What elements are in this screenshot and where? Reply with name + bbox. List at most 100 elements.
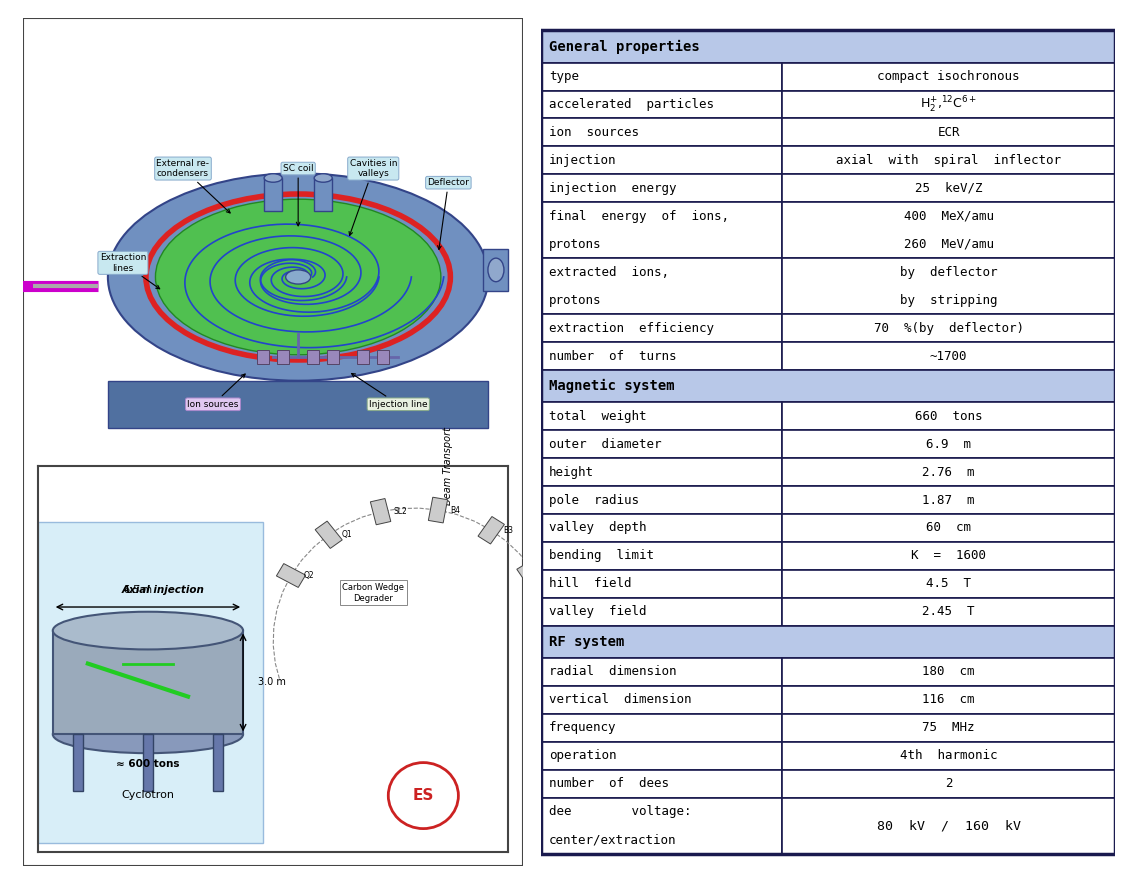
Text: 660  tons: 660 tons xyxy=(915,409,982,423)
Text: 1.87  m: 1.87 m xyxy=(922,493,975,507)
Bar xyxy=(541,658,782,686)
Bar xyxy=(370,499,390,525)
Text: 70  %(by  deflector): 70 %(by deflector) xyxy=(874,322,1023,335)
Text: ion  sources: ion sources xyxy=(550,126,640,139)
Text: 400  MeX/amu: 400 MeX/amu xyxy=(904,210,993,223)
Bar xyxy=(541,570,782,598)
Text: extraction  efficiency: extraction efficiency xyxy=(550,322,715,335)
Text: pole  radius: pole radius xyxy=(550,493,640,507)
Bar xyxy=(541,797,782,854)
Bar xyxy=(541,514,782,542)
Bar xyxy=(357,350,369,364)
Text: Magnetic system: Magnetic system xyxy=(550,379,675,393)
Text: B3: B3 xyxy=(504,526,513,535)
Ellipse shape xyxy=(52,715,244,753)
Text: B4: B4 xyxy=(451,506,461,514)
Ellipse shape xyxy=(156,199,440,354)
Bar xyxy=(541,458,782,486)
Bar xyxy=(541,431,782,458)
Bar xyxy=(38,522,263,842)
Bar xyxy=(264,178,282,211)
Text: 2: 2 xyxy=(945,777,953,790)
Bar xyxy=(782,63,1115,90)
Bar xyxy=(541,626,1115,658)
Text: accelerated  particles: accelerated particles xyxy=(550,98,715,111)
Bar xyxy=(517,557,546,581)
Bar xyxy=(782,458,1115,486)
Text: 4th  harmonic: 4th harmonic xyxy=(900,750,997,762)
Bar xyxy=(541,770,782,797)
Text: Cavities in
valleys: Cavities in valleys xyxy=(349,159,397,235)
Bar xyxy=(782,147,1115,174)
Bar xyxy=(478,516,504,544)
Text: protons: protons xyxy=(550,293,602,307)
Bar xyxy=(541,714,782,742)
Text: by  stripping: by stripping xyxy=(900,293,997,307)
Text: Beam Transport: Beam Transport xyxy=(444,427,453,505)
Text: 3.0 m: 3.0 m xyxy=(258,677,286,688)
Bar xyxy=(782,770,1115,797)
Text: 4.5  T: 4.5 T xyxy=(926,577,971,591)
Text: number  of  turns: number of turns xyxy=(550,349,677,362)
Text: radial  dimension: radial dimension xyxy=(550,666,677,678)
Text: Q1: Q1 xyxy=(341,530,352,539)
Text: height: height xyxy=(550,466,594,478)
Text: 6.9  m: 6.9 m xyxy=(926,438,971,451)
Bar xyxy=(484,248,509,291)
Bar xyxy=(782,174,1115,202)
Text: H$_2^{+}$,$^{12}$C$^{6+}$: H$_2^{+}$,$^{12}$C$^{6+}$ xyxy=(920,95,978,115)
Bar xyxy=(782,570,1115,598)
Text: General properties: General properties xyxy=(550,40,700,54)
Bar xyxy=(538,611,566,629)
Bar xyxy=(278,350,289,364)
Text: K  =  1600: K = 1600 xyxy=(912,549,987,562)
Bar xyxy=(782,486,1115,514)
Bar xyxy=(782,314,1115,342)
Bar xyxy=(378,350,389,364)
Bar xyxy=(782,342,1115,370)
Text: 2.45  T: 2.45 T xyxy=(922,606,975,618)
Bar xyxy=(277,564,306,588)
Bar xyxy=(541,258,782,314)
Text: External re-
condensers: External re- condensers xyxy=(157,159,230,213)
Bar xyxy=(314,178,332,211)
Text: ES: ES xyxy=(413,789,434,803)
Text: injection: injection xyxy=(550,154,617,167)
Circle shape xyxy=(388,763,459,828)
Text: 116  cm: 116 cm xyxy=(922,693,975,706)
Bar xyxy=(541,174,782,202)
Bar xyxy=(428,497,447,523)
Bar xyxy=(541,30,1115,63)
Ellipse shape xyxy=(314,174,332,182)
Text: vertical  dimension: vertical dimension xyxy=(550,693,692,706)
Bar xyxy=(257,350,269,364)
Text: 6.5 m: 6.5 m xyxy=(124,585,152,595)
Text: 60  cm: 60 cm xyxy=(926,522,971,535)
Bar xyxy=(541,486,782,514)
Text: ≈ 600 tons: ≈ 600 tons xyxy=(116,759,180,769)
Bar xyxy=(52,630,244,735)
Bar xyxy=(541,686,782,714)
Bar xyxy=(782,714,1115,742)
Bar xyxy=(541,742,782,770)
Bar xyxy=(782,118,1115,147)
Bar xyxy=(213,735,223,791)
Text: SL2: SL2 xyxy=(393,507,407,516)
Text: dee        voltage:: dee voltage: xyxy=(550,805,692,819)
Text: valley  depth: valley depth xyxy=(550,522,646,535)
Bar xyxy=(782,742,1115,770)
Text: number  of  dees: number of dees xyxy=(550,777,669,790)
Polygon shape xyxy=(108,381,488,428)
Text: operation: operation xyxy=(550,750,617,762)
Bar xyxy=(541,118,782,147)
Ellipse shape xyxy=(286,270,311,284)
Bar xyxy=(541,90,782,118)
Text: center/extraction: center/extraction xyxy=(550,833,677,846)
Text: B2: B2 xyxy=(544,564,554,574)
Text: Cyclotron: Cyclotron xyxy=(122,790,174,800)
Bar xyxy=(328,350,339,364)
Bar xyxy=(541,63,782,90)
Text: B1: B1 xyxy=(564,615,575,624)
Bar xyxy=(541,202,782,258)
Bar xyxy=(73,735,83,791)
